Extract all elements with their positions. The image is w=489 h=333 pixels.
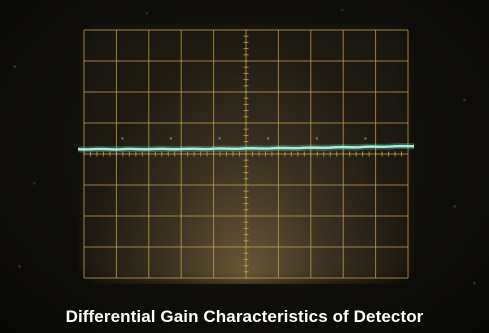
graticule-dot (364, 137, 367, 140)
graticule-dot (121, 137, 124, 140)
signal-trace (78, 144, 414, 151)
graticule-dot (267, 137, 270, 140)
graticule-dot (315, 137, 318, 140)
signal-trace-glow (78, 143, 414, 153)
graticule-center-ticks (83, 29, 403, 279)
graticule-display (78, 29, 414, 279)
graticule-dot (218, 137, 221, 140)
caption-text: Differential Gain Characteristics of Det… (65, 307, 424, 326)
graticule-dots (121, 137, 367, 140)
oscilloscope-screen (78, 22, 414, 284)
graticule-dot (169, 137, 173, 140)
